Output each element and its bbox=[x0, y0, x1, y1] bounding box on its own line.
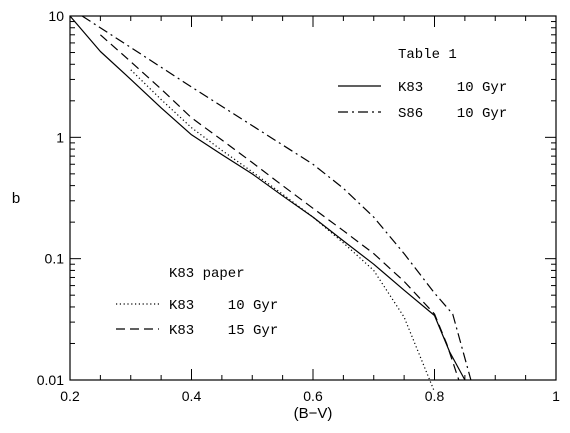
y-axis-label: b bbox=[12, 190, 20, 207]
series-line-dashed bbox=[100, 34, 460, 381]
legend-k83-paper: K83 paper K83 10 Gyr K83 15 Gyr bbox=[116, 266, 278, 339]
y-tick-label: 1 bbox=[56, 129, 64, 145]
series-line-dashdot bbox=[81, 15, 472, 381]
x-tick-label: 0.8 bbox=[425, 388, 445, 404]
legend-title: Table 1 bbox=[398, 47, 457, 63]
legend-label-k83-10-gyr-dotted: K83 10 Gyr bbox=[169, 298, 278, 314]
legend-label-k83-10-gyr: K83 10 Gyr bbox=[398, 80, 507, 96]
y-tick-label: 10 bbox=[48, 8, 64, 24]
x-tick-label: 0.4 bbox=[182, 388, 202, 404]
legend-label-s86-10-gyr: S86 10 Gyr bbox=[398, 106, 507, 122]
y-tick-label: 0.1 bbox=[45, 251, 65, 267]
x-tick-label: 0.6 bbox=[303, 388, 323, 404]
legend-title: K83 paper bbox=[169, 266, 245, 282]
x-tick-label: 1 bbox=[552, 388, 560, 404]
y-tick-label: 0.01 bbox=[37, 372, 64, 388]
axis-ticks bbox=[69, 15, 557, 381]
x-axis-label: (B−V) bbox=[294, 405, 333, 422]
tick-labels: 0.2 0.4 0.6 0.8 1 0.01 0.1 1 10 bbox=[37, 8, 560, 404]
series-line-solid bbox=[69, 15, 466, 381]
series-layer bbox=[69, 15, 472, 393]
plot-frame bbox=[69, 15, 557, 381]
series-line-dotted bbox=[130, 69, 436, 393]
legend-table-1: Table 1 K83 10 Gyr S86 10 Gyr bbox=[338, 47, 507, 122]
legend-label-k83-15-gyr: K83 15 Gyr bbox=[169, 323, 278, 339]
x-tick-label: 0.2 bbox=[60, 388, 80, 404]
